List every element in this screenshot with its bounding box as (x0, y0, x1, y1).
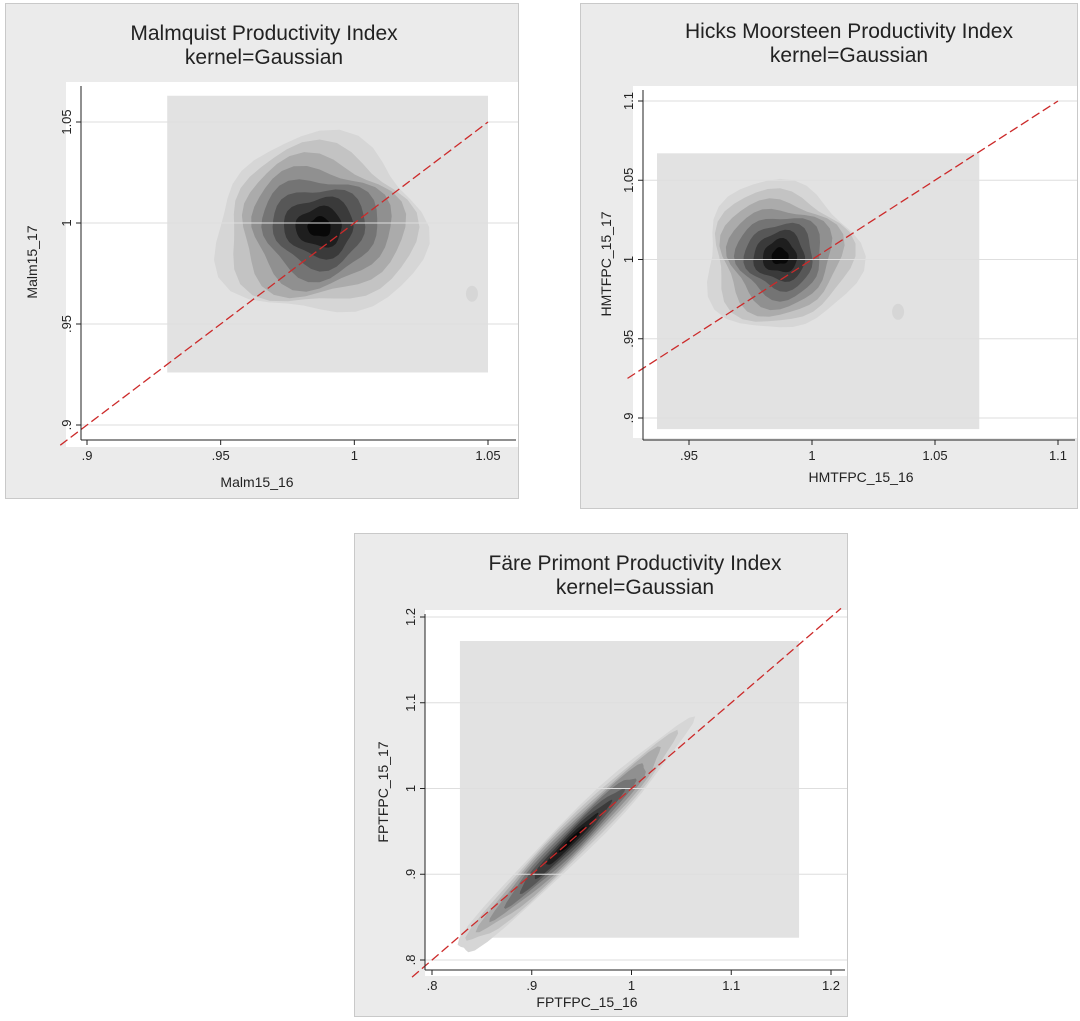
gridlines (643, 100, 1077, 419)
reference-line (411, 607, 842, 978)
y-tick-label: 1.1 (403, 694, 418, 712)
density-secondary-mode (892, 303, 905, 320)
chart-subtitle: kernel=Gaussian (770, 44, 928, 67)
x-tick-label: 1.05 (475, 448, 500, 463)
x-tick-label: .8 (427, 978, 438, 993)
malmquist-chart-panel: .9 .95 1 1.05 .9 .95 1 1.05 Malmquist Productiv… (5, 3, 519, 499)
density-band-9 (307, 216, 331, 237)
x-tick-label: .9 (526, 978, 537, 993)
y-tick-label: 1 (59, 219, 74, 226)
x-axis-label: FPTFPC_15_16 (536, 994, 637, 1010)
chart-title: Hicks Moorsteen Productivity Index (685, 20, 1013, 43)
density-contours (657, 153, 980, 430)
y-tick-label: 1.2 (403, 608, 418, 626)
reference-line (627, 100, 1059, 379)
chart-title: Malmquist Productivity Index (130, 22, 398, 45)
y-tick-label: 1.05 (621, 168, 636, 193)
fare-primont-chart: .8 .9 1 1.1 1.2 .8 .9 1 1.1 1.2 Färe Primont Prod… (375, 552, 847, 1010)
x-tick-label: 1 (351, 448, 358, 463)
x-axis-label: Malm15_16 (220, 474, 293, 490)
chart-subtitle: kernel=Gaussian (556, 576, 714, 599)
malmquist-chart: .9 .95 1 1.05 .9 .95 1 1.05 Malmquist Productiv… (24, 22, 518, 490)
density-secondary-mode (465, 285, 478, 302)
x-tick-label: 1.2 (822, 978, 840, 993)
axes: .95 1 1.05 1.1 .9 .95 1 1.05 1.1 (621, 90, 1075, 463)
reference-line (59, 121, 489, 446)
x-tick-label: 1 (628, 978, 635, 993)
y-tick-label: 1 (621, 256, 636, 263)
y-tick-label: .9 (621, 413, 636, 424)
y-tick-label: 1.1 (621, 92, 636, 110)
y-tick-label: .8 (403, 955, 418, 966)
x-tick-label: 1.05 (922, 448, 947, 463)
x-tick-label: 1.1 (1049, 448, 1067, 463)
chart-title: Färe Primont Productivity Index (489, 552, 782, 575)
chart-subtitle: kernel=Gaussian (185, 46, 343, 69)
x-tick-label: .95 (680, 448, 698, 463)
x-tick-label: .95 (212, 448, 230, 463)
x-tick-label: .9 (82, 448, 93, 463)
x-axis-label: HMTFPC_15_16 (808, 469, 913, 485)
x-tick-label: 1.1 (722, 978, 740, 993)
y-axis-label: FPTFPC_15_17 (375, 741, 391, 842)
y-tick-label: 1.05 (59, 109, 74, 134)
y-tick-label: 1 (403, 785, 418, 792)
gridlines (81, 121, 518, 426)
hicks-moorsteen-chart: .95 1 1.05 1.1 .9 .95 1 1.05 1.1 Hicks Moorsteen… (598, 20, 1077, 485)
density-contours (167, 95, 488, 373)
y-tick-label: .9 (59, 420, 74, 431)
y-tick-label: .9 (403, 869, 418, 880)
y-axis-label: HMTFPC_15_17 (598, 211, 614, 316)
axes: .8 .9 1 1.1 1.2 .8 .9 1 1.1 1.2 (403, 608, 845, 993)
axes: .9 .95 1 1.05 .9 .95 1 1.05 (59, 86, 516, 463)
density-contours (457, 641, 800, 953)
fare-primont-chart-panel: .8 .9 1 1.1 1.2 .8 .9 1 1.1 1.2 Färe Primont Prod… (354, 533, 848, 1017)
y-tick-label: .95 (59, 315, 74, 333)
gridlines (425, 616, 847, 961)
x-tick-label: 1 (808, 448, 815, 463)
hicks-moorsteen-chart-panel: .95 1 1.05 1.1 .9 .95 1 1.05 1.1 Hicks Moorsteen… (580, 3, 1078, 509)
y-tick-label: .95 (621, 330, 636, 348)
y-axis-label: Malm15_17 (24, 225, 40, 298)
